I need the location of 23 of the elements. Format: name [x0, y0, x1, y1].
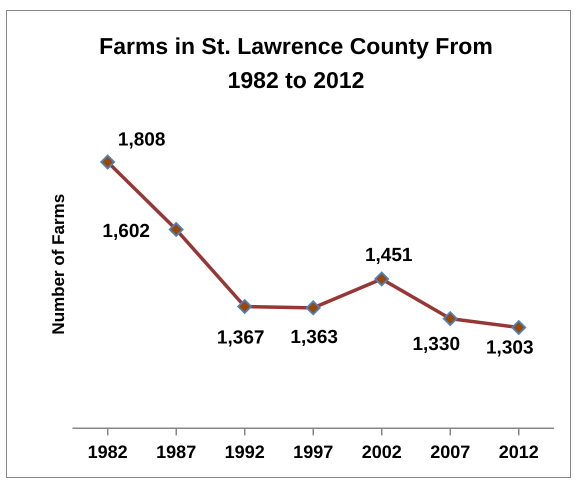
chart-title: Farms in St. Lawrence County From 1982 to 2012 [98, 32, 494, 95]
x-tick-label: 2012 [498, 442, 539, 462]
data-label: 1,602 [102, 220, 150, 242]
x-tick-label: 2007 [430, 442, 470, 462]
point [100, 154, 116, 170]
y-axis-title: Number of Farms [48, 194, 68, 335]
x-tick-label: 1987 [156, 442, 196, 462]
data-label: 1,303 [486, 338, 534, 359]
point [306, 300, 321, 316]
data-label: 1,363 [290, 327, 338, 348]
data-label: 1,367 [216, 328, 264, 349]
data-label: 1,808 [118, 129, 166, 150]
point [442, 311, 458, 326]
point [237, 299, 252, 314]
x-tick-label: 1982 [88, 442, 128, 462]
point [168, 222, 184, 237]
point [374, 272, 390, 286]
point [511, 320, 526, 335]
x-tick-label: 1997 [293, 442, 334, 462]
x-tick-label: 1992 [224, 442, 265, 462]
x-tick-label: 2002 [362, 442, 402, 462]
data-label: 1,330 [412, 334, 460, 355]
data-label: 1,451 [364, 245, 413, 266]
